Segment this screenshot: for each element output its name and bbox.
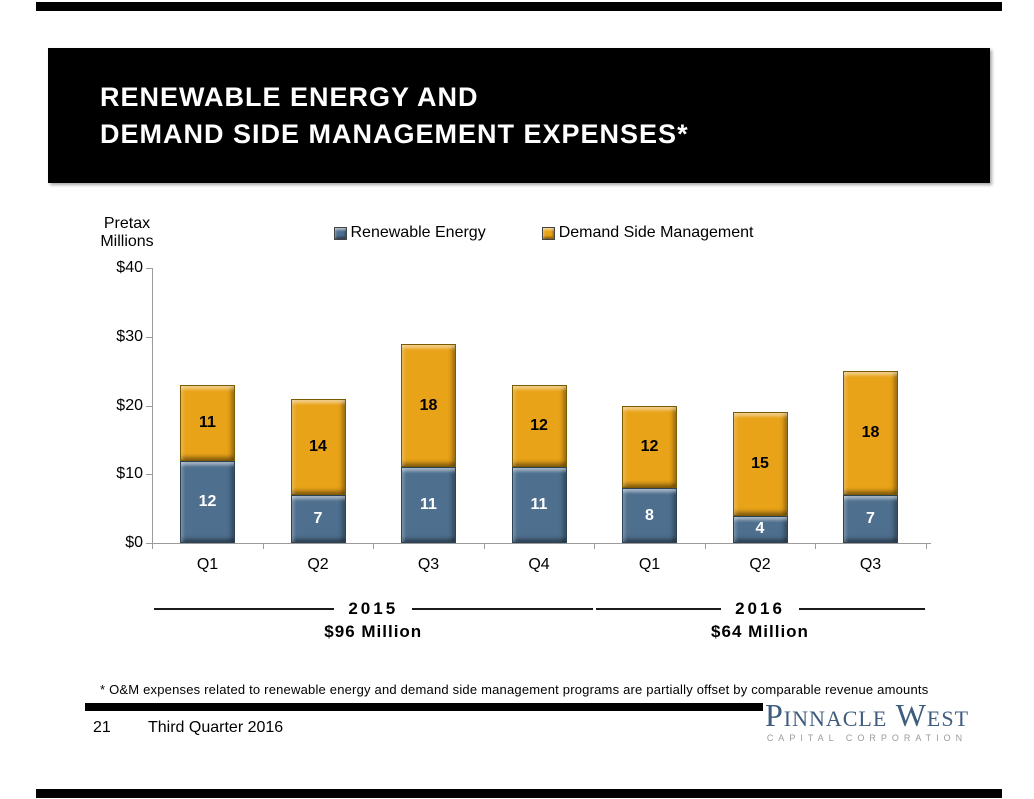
chart-legend: Renewable Energy Demand Side Management	[152, 224, 935, 242]
footer-text: Third Quarter 2016	[148, 719, 284, 736]
x-tick-mark	[483, 543, 485, 549]
x-tick-label: Q2	[749, 556, 771, 573]
bar-segment-renewable: 8	[622, 488, 677, 543]
bar-segment-renewable: 4	[732, 515, 788, 543]
y-tick-mark	[146, 474, 152, 476]
bar-segment-renewable: 7	[843, 494, 898, 543]
bottom-border-bar	[36, 789, 1002, 798]
x-tick-label: Q3	[417, 556, 440, 573]
bar-segment-renewable: 7	[290, 494, 346, 543]
page-number: 21	[93, 719, 111, 736]
bar-segment-dsm: 18	[843, 371, 898, 495]
year-group-line	[412, 608, 594, 610]
bar-segment-dsm: 12	[622, 405, 677, 488]
bar-segment-dsm: 18	[401, 343, 456, 468]
y-axis-title-line2: Millions	[100, 233, 154, 250]
x-tick-label: Q2	[307, 556, 329, 573]
y-tick-mark	[146, 405, 152, 407]
y-axis-title: Pretax Millions	[88, 215, 166, 251]
slide-title-box: RENEWABLE ENERGY AND DEMAND SIDE MANAGEM…	[48, 48, 990, 183]
bar-segment-renewable: 11	[401, 467, 456, 543]
year-group-label: 2016	[735, 599, 785, 618]
y-axis-line	[152, 268, 153, 543]
x-tick-mark	[152, 543, 153, 549]
y-tick-label: $20	[116, 396, 143, 414]
x-tick-mark	[925, 543, 927, 549]
top-border-bar	[36, 2, 1002, 11]
bar-segment-dsm: 12	[511, 384, 567, 468]
y-tick-mark	[146, 336, 152, 338]
slide-title: RENEWABLE ENERGY AND DEMAND SIDE MANAGEM…	[48, 48, 990, 153]
footer-divider	[85, 703, 763, 711]
legend-label-renewable-energy: Renewable Energy	[350, 224, 486, 241]
logo-name: Pinnacle West	[764, 697, 970, 733]
y-tick-mark	[146, 543, 152, 544]
year-group-label: 2015	[348, 599, 399, 618]
x-tick-mark	[262, 543, 264, 549]
bar-segment-renewable: 11	[511, 467, 567, 543]
year-group-2015: 2015	[153, 599, 594, 618]
year-group-2016: 2016	[595, 599, 925, 618]
year-group-total: $96 Million	[324, 622, 423, 641]
year-group-line	[798, 608, 925, 610]
x-tick-mark	[815, 543, 816, 549]
x-tick-label: Q4	[528, 556, 550, 573]
bar-segment-dsm: 15	[732, 412, 788, 516]
x-tick-label: Q3	[859, 556, 882, 573]
y-tick-label: $30	[116, 327, 143, 345]
bar-segment-dsm: 14	[290, 398, 346, 495]
slide-title-line2: DEMAND SIDE MANAGEMENT EXPENSES*	[100, 119, 689, 149]
legend-label-demand-side-management: Demand Side Management	[558, 224, 754, 241]
y-tick-label: $40	[116, 259, 143, 276]
y-tick-mark	[146, 268, 152, 269]
legend-swatch-demand-side-management-icon	[541, 226, 555, 240]
year-group-line	[153, 608, 335, 610]
x-tick-mark	[704, 543, 706, 549]
legend-item-demand-side-management: Demand Side Management	[541, 224, 754, 242]
slide-title-line1: RENEWABLE ENERGY AND	[100, 82, 479, 112]
x-tick-mark	[373, 543, 374, 549]
x-axis-line	[147, 543, 931, 544]
legend-item-renewable-energy: Renewable Energy	[333, 224, 486, 242]
legend-swatch-renewable-energy-icon	[333, 226, 347, 240]
y-axis-title-line1: Pretax	[103, 215, 151, 232]
logo-tagline: CAPITAL CORPORATION	[766, 733, 968, 743]
year-group-line	[595, 608, 722, 610]
y-tick-label: $10	[116, 465, 143, 483]
bar-segment-renewable: 12	[180, 460, 235, 543]
pinnacle-west-logo: Pinnacle West CAPITAL CORPORATION	[762, 697, 972, 743]
bar-segment-dsm: 11	[180, 384, 235, 461]
footnote: * O&M expenses related to renewable ener…	[100, 682, 929, 697]
x-tick-label: Q1	[638, 556, 661, 573]
x-tick-mark	[594, 543, 595, 549]
y-tick-label: $0	[125, 534, 143, 551]
year-group-total: $64 Million	[711, 622, 809, 641]
x-tick-label: Q1	[196, 556, 219, 573]
